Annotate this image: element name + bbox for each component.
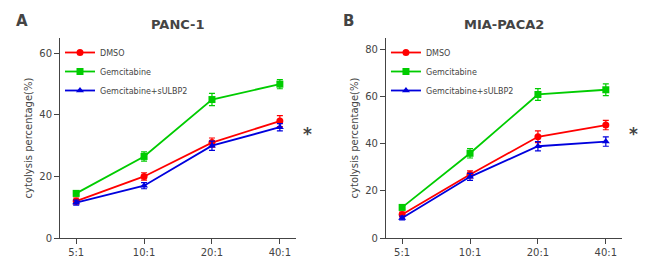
svg-text:80: 80 [365,44,378,55]
svg-text:Gemcitabine: Gemcitabine [426,68,477,77]
svg-text:20:1: 20:1 [527,247,549,258]
svg-text:Gemcitabine+sULBP2: Gemcitabine+sULBP2 [100,87,187,96]
svg-text:10:1: 10:1 [459,247,481,258]
svg-text:40: 40 [39,109,52,120]
svg-text:B: B [343,12,354,30]
svg-text:60: 60 [39,48,52,59]
svg-text:PANC-1: PANC-1 [151,17,205,32]
svg-text:60: 60 [365,91,378,102]
svg-text:A: A [16,12,28,30]
svg-text:5:1: 5:1 [68,247,84,258]
svg-text:cytolysis percentage(%): cytolysis percentage(%) [23,78,34,199]
svg-text:0: 0 [46,233,52,244]
svg-text:Gemcitabine: Gemcitabine [100,68,151,77]
svg-text:*: * [303,124,312,144]
svg-text:0: 0 [372,233,378,244]
svg-text:MIA-PACA2: MIA-PACA2 [464,17,544,32]
svg-text:5:1: 5:1 [394,247,410,258]
svg-text:20: 20 [39,171,52,182]
svg-text:20:1: 20:1 [201,247,223,258]
svg-text:40:1: 40:1 [269,247,291,258]
svg-text:40:1: 40:1 [595,247,617,258]
svg-text:20: 20 [365,185,378,196]
svg-text:10:1: 10:1 [133,247,155,258]
svg-text:DMSO: DMSO [100,49,124,58]
svg-text:40: 40 [365,138,378,149]
svg-text:*: * [629,124,638,144]
svg-text:DMSO: DMSO [426,49,450,58]
svg-text:cytolysis percentage(%): cytolysis percentage(%) [349,78,360,199]
svg-text:Gemcitabine+sULBP2: Gemcitabine+sULBP2 [426,87,513,96]
